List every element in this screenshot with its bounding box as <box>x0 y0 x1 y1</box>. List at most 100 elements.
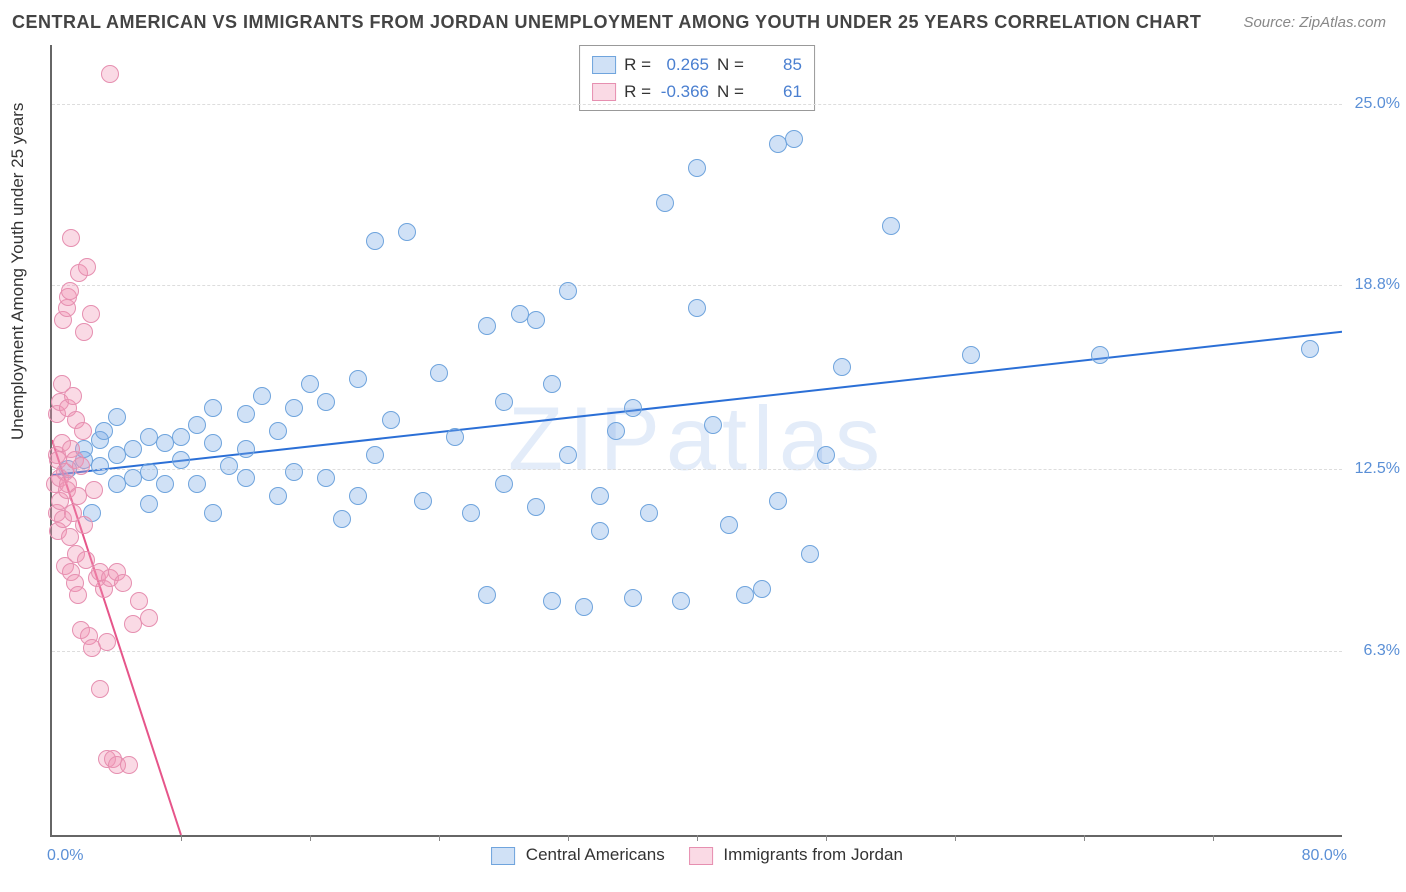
scatter-point <box>188 475 206 493</box>
scatter-point <box>688 299 706 317</box>
legend-series-label: Central Americans <box>526 845 665 864</box>
scatter-point <box>349 370 367 388</box>
scatter-point <box>575 598 593 616</box>
scatter-point <box>285 399 303 417</box>
legend-series-label: Immigrants from Jordan <box>723 845 903 864</box>
x-tick-mark <box>826 835 827 841</box>
scatter-point <box>962 346 980 364</box>
x-tick-mark <box>1213 835 1214 841</box>
scatter-point <box>124 440 142 458</box>
scatter-point <box>140 463 158 481</box>
scatter-point <box>882 217 900 235</box>
legend-R-label: R = <box>624 51 651 78</box>
source-label: Source: ZipAtlas.com <box>1243 14 1386 31</box>
x-tick-mark <box>697 835 698 841</box>
correlation-legend: R = 0.265 N = 85 R = -0.366 N = 61 <box>579 45 815 111</box>
scatter-point <box>446 428 464 446</box>
scatter-point <box>140 609 158 627</box>
scatter-point <box>478 586 496 604</box>
scatter-point <box>204 434 222 452</box>
y-tick-label: 12.5% <box>1345 460 1400 478</box>
x-tick-mark <box>955 835 956 841</box>
scatter-point <box>101 65 119 83</box>
scatter-point <box>543 592 561 610</box>
scatter-point <box>398 223 416 241</box>
scatter-point <box>75 323 93 341</box>
x-tick-mark <box>181 835 182 841</box>
scatter-point <box>672 592 690 610</box>
legend-N-value: 85 <box>752 51 802 78</box>
scatter-point <box>188 416 206 434</box>
scatter-point <box>253 387 271 405</box>
scatter-point <box>559 446 577 464</box>
scatter-point <box>82 305 100 323</box>
scatter-point <box>285 463 303 481</box>
scatter-point <box>69 586 87 604</box>
scatter-point <box>114 574 132 592</box>
scatter-point <box>64 387 82 405</box>
scatter-point <box>269 422 287 440</box>
scatter-point <box>98 633 116 651</box>
scatter-point <box>591 487 609 505</box>
scatter-point <box>61 282 79 300</box>
scatter-point <box>172 428 190 446</box>
y-axis-label: Unemployment Among Youth under 25 years <box>8 103 28 440</box>
scatter-point <box>495 393 513 411</box>
scatter-point <box>366 446 384 464</box>
watermark-text: ZIPatlas <box>508 389 886 492</box>
scatter-point <box>382 411 400 429</box>
scatter-point <box>130 592 148 610</box>
scatter-point <box>769 492 787 510</box>
x-tick-mark <box>310 835 311 841</box>
scatter-point <box>527 498 545 516</box>
scatter-point <box>656 194 674 212</box>
legend-R-label: R = <box>624 78 651 105</box>
legend-row-central: R = 0.265 N = 85 <box>592 51 802 78</box>
scatter-point <box>817 446 835 464</box>
scatter-point <box>237 469 255 487</box>
x-tick-mark <box>568 835 569 841</box>
scatter-point <box>333 510 351 528</box>
scatter-point <box>753 580 771 598</box>
legend-swatch-icon <box>491 847 515 865</box>
legend-swatch-icon <box>592 56 616 74</box>
scatter-point <box>74 422 92 440</box>
scatter-point <box>269 487 287 505</box>
legend-R-value: -0.366 <box>659 78 709 105</box>
scatter-point <box>1091 346 1109 364</box>
scatter-plot-area: ZIPatlas R = 0.265 N = 85 R = -0.366 N =… <box>50 45 1342 837</box>
scatter-point <box>591 522 609 540</box>
scatter-point <box>317 469 335 487</box>
scatter-point <box>720 516 738 534</box>
scatter-point <box>688 159 706 177</box>
scatter-point <box>624 399 642 417</box>
legend-item-central: Central Americans <box>491 845 665 865</box>
gridline-horizontal <box>52 104 1342 105</box>
x-axis-max-label: 80.0% <box>1302 847 1347 865</box>
scatter-point <box>72 457 90 475</box>
legend-R-value: 0.265 <box>659 51 709 78</box>
scatter-point <box>301 375 319 393</box>
scatter-point <box>559 282 577 300</box>
scatter-point <box>85 481 103 499</box>
chart-title: CENTRAL AMERICAN VS IMMIGRANTS FROM JORD… <box>12 12 1201 33</box>
scatter-point <box>624 589 642 607</box>
scatter-point <box>204 399 222 417</box>
scatter-point <box>1301 340 1319 358</box>
y-tick-label: 25.0% <box>1345 95 1400 113</box>
scatter-point <box>543 375 561 393</box>
scatter-point <box>607 422 625 440</box>
scatter-point <box>75 516 93 534</box>
legend-N-label: N = <box>717 51 744 78</box>
scatter-point <box>237 405 255 423</box>
legend-swatch-icon <box>592 83 616 101</box>
scatter-point <box>833 358 851 376</box>
x-tick-mark <box>439 835 440 841</box>
legend-row-jordan: R = -0.366 N = 61 <box>592 78 802 105</box>
scatter-point <box>91 457 109 475</box>
scatter-point <box>220 457 238 475</box>
scatter-point <box>495 475 513 493</box>
scatter-point <box>527 311 545 329</box>
scatter-point <box>120 756 138 774</box>
scatter-point <box>61 528 79 546</box>
